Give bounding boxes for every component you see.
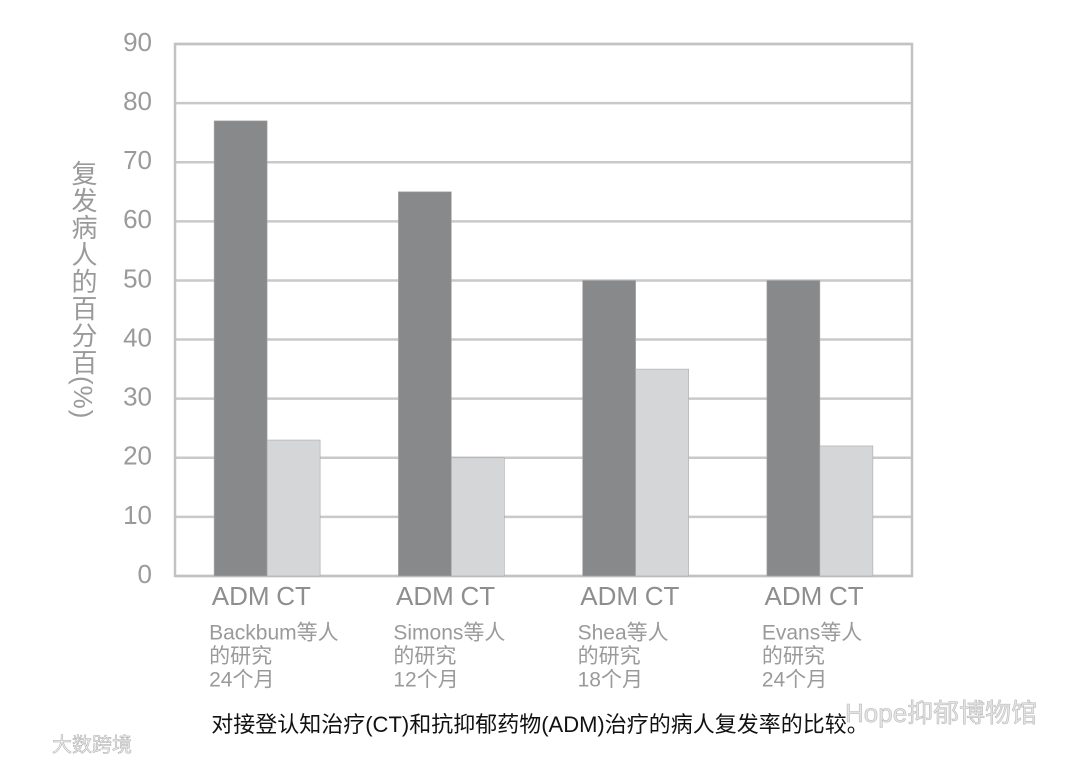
y-tick-label: 50: [123, 263, 152, 293]
series-label: ADM: [580, 581, 638, 611]
x-tick-label: 24个月: [762, 669, 827, 692]
series-label: CT: [461, 581, 496, 611]
series-label: ADM: [396, 581, 454, 611]
bar: [766, 280, 821, 577]
bar: [819, 445, 874, 577]
x-tick-label: 的研究: [762, 645, 825, 668]
bar: [635, 368, 689, 577]
caption: 对接登认知治疗(CT)和抗抑郁药物(ADM)治疗的病人复发率的比较。: [211, 712, 869, 737]
y-tick-label: 40: [123, 322, 152, 352]
y-axis-label: 复发病人的百分百(%): [68, 160, 98, 420]
y-tick-label: 60: [123, 204, 152, 234]
bar: [213, 120, 268, 577]
x-tick-label: Shea等人: [578, 622, 669, 645]
series-label: ADM: [764, 581, 822, 611]
bar: [451, 457, 505, 577]
x-tick-label: Backbum等人: [209, 622, 339, 645]
y-tick-label: 90: [123, 27, 152, 57]
x-tick-label: 的研究: [393, 645, 456, 668]
series-label: ADM: [212, 581, 270, 611]
x-tick-label: Evans等人: [762, 622, 862, 645]
series-label: CT: [276, 581, 311, 611]
bar: [266, 439, 321, 577]
y-tick-label: 80: [123, 86, 152, 116]
bar: [582, 280, 636, 577]
x-tick-label: 18个月: [578, 669, 643, 692]
y-tick-label: 70: [123, 145, 152, 175]
bar: [398, 191, 452, 577]
watermark: Hope抑郁博物馆: [845, 698, 1037, 728]
x-tick-label: 24个月: [209, 669, 274, 692]
series-label: CT: [645, 581, 680, 611]
plot-frame: [173, 42, 914, 578]
x-tick-label: 的研究: [578, 645, 641, 668]
x-tick-label: 的研究: [209, 645, 272, 668]
y-tick-label: 0: [138, 559, 152, 589]
watermark: 大数跨境: [52, 733, 132, 756]
y-tick-label: 30: [123, 382, 152, 412]
series-label: CT: [829, 581, 864, 611]
x-tick-label: Simons等人: [393, 622, 505, 645]
y-tick-label: 10: [123, 500, 152, 530]
x-tick-label: 12个月: [393, 669, 458, 692]
y-tick-label: 20: [123, 441, 152, 471]
